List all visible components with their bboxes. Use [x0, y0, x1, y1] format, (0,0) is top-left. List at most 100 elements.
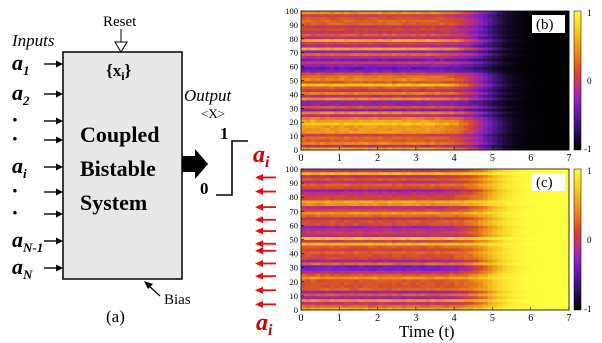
heatmap-cell	[564, 24, 570, 29]
heatmap-cell	[391, 27, 398, 31]
heatmap-cell	[305, 19, 311, 23]
heatmap-cell	[372, 295, 378, 300]
heatmap-cell	[564, 124, 570, 129]
heatmap-cell	[401, 211, 407, 215]
heatmap-cell	[353, 231, 359, 235]
heatmap-cell	[334, 231, 340, 235]
heatmap-cell	[411, 80, 417, 84]
heatmap-cell	[564, 250, 570, 254]
heatmap-cell	[549, 245, 556, 249]
heatmap-cell	[458, 36, 465, 40]
heatmap-cell	[535, 225, 541, 229]
heatmap-cell	[401, 270, 407, 274]
heatmap-cell	[372, 144, 378, 148]
heatmap-cell	[320, 253, 326, 257]
heatmap-cell	[473, 13, 479, 17]
heatmap-cell	[344, 133, 350, 137]
heatmap-cell	[377, 262, 383, 266]
heatmap-cell	[564, 231, 570, 235]
heatmap-cell	[521, 259, 527, 263]
heatmap-cell	[320, 144, 326, 148]
heatmap-cell	[540, 47, 546, 51]
heatmap-cell	[368, 91, 374, 95]
heatmap-cell	[502, 270, 508, 274]
heatmap-cell	[420, 298, 426, 302]
heatmap-cell	[301, 211, 307, 215]
heatmap-cell	[320, 219, 326, 223]
heatmap-cell	[482, 147, 489, 151]
heatmap-cell	[368, 52, 374, 56]
heatmap-cell	[449, 138, 455, 143]
heatmap-cell	[348, 136, 355, 140]
heatmap-cell	[435, 72, 441, 76]
heatmap-cell	[502, 13, 508, 17]
heatmap-cell	[310, 273, 316, 277]
heatmap-cell	[449, 211, 455, 215]
heatmap-cell	[540, 270, 546, 274]
heatmap-cell	[334, 58, 340, 62]
heatmap-cell	[540, 77, 546, 81]
heatmap-cell	[516, 208, 522, 212]
heatmap-cell	[353, 278, 359, 283]
heatmap-cell	[554, 259, 560, 263]
heatmap-cell	[478, 97, 484, 101]
heatmap-cell	[497, 253, 503, 257]
heatmap-cell	[502, 298, 508, 302]
heatmap-cell	[492, 262, 498, 266]
heatmap-cell	[363, 77, 369, 81]
heatmap-cell	[425, 63, 431, 67]
heatmap-cell	[387, 13, 393, 17]
heatmap-cell	[521, 301, 527, 305]
heatmap-cell	[334, 99, 340, 104]
heatmap-cell	[545, 52, 551, 56]
heatmap-cell	[502, 63, 508, 67]
heatmap-cell	[430, 49, 436, 54]
heatmap-cell	[344, 74, 350, 79]
heatmap-cell	[444, 236, 450, 240]
heatmap-cell	[439, 239, 445, 243]
heatmap-cell	[348, 122, 355, 126]
heatmap-cell	[473, 239, 479, 243]
heatmap-cell	[415, 91, 422, 95]
heatmap-cell	[377, 276, 383, 280]
heatmap-cell	[521, 111, 527, 115]
heatmap-cell	[348, 214, 355, 218]
heatmap-cell	[430, 22, 436, 26]
heatmap-cell	[301, 276, 307, 280]
heatmap-cell	[406, 58, 412, 62]
heatmap-cell	[497, 44, 503, 48]
heatmap-cell	[320, 97, 326, 101]
heatmap-cell	[554, 233, 560, 238]
heatmap-cell	[473, 63, 479, 67]
heatmap-cell	[506, 273, 512, 277]
heatmap-cell	[339, 58, 345, 62]
heatmap-cell	[444, 133, 450, 137]
heatmap-cell	[497, 58, 503, 62]
heatmap-cell	[324, 284, 331, 288]
input-arrow-head	[56, 117, 63, 125]
heatmap-cell	[497, 307, 503, 311]
reset-label: Reset	[103, 14, 137, 30]
heatmap-cell	[387, 61, 393, 65]
heatmap-cell	[420, 287, 426, 291]
heatmap-cell	[482, 86, 489, 90]
heatmap-cell	[454, 307, 460, 311]
heatmap-cell	[454, 91, 460, 95]
heatmap-cell	[463, 253, 469, 257]
heatmap-cell	[358, 247, 364, 252]
heatmap-cell	[492, 47, 498, 51]
heatmap-cell	[396, 102, 402, 106]
heatmap-cell	[444, 273, 450, 277]
heatmap-cell	[377, 61, 383, 65]
heatmap-cell	[545, 97, 551, 101]
heatmap-cell	[444, 245, 450, 249]
heatmap-cell	[482, 99, 489, 104]
heatmap-cell	[439, 133, 445, 137]
heatmap-cell	[348, 105, 355, 109]
heatmap-cell	[492, 69, 498, 73]
heatmap-cell	[492, 19, 498, 23]
heatmap-cell	[502, 141, 508, 145]
heatmap-cell	[482, 11, 489, 15]
heatmap-cell	[401, 83, 407, 87]
heatmap-cell	[454, 133, 460, 137]
